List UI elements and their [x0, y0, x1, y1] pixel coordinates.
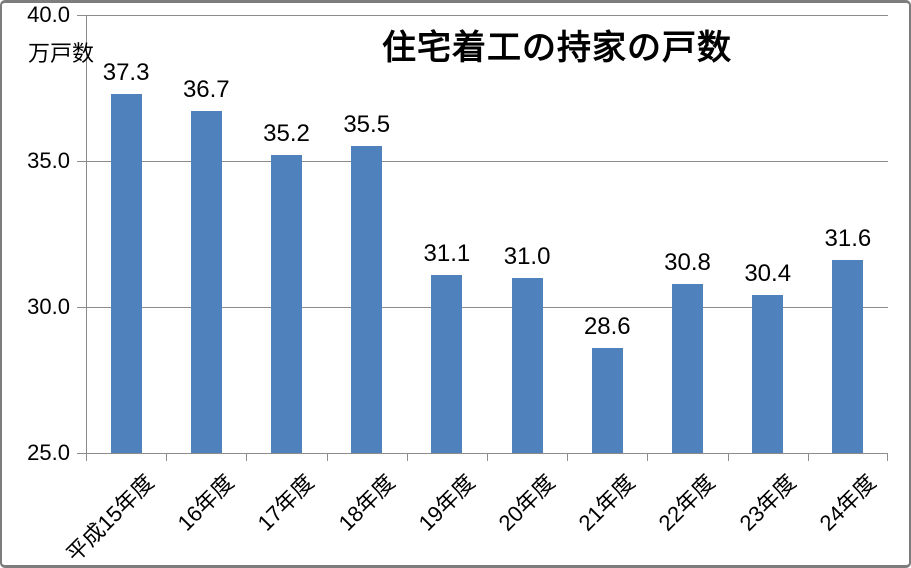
- x-tick-label: 19年度: [413, 469, 480, 536]
- x-tick-mark: [327, 453, 328, 461]
- x-tick-label: 平成15年度: [60, 469, 159, 567]
- y-axis-unit-label: 万戸数: [28, 41, 95, 66]
- x-tick-label: 21年度: [573, 469, 640, 536]
- bar: [271, 155, 302, 453]
- bar: [431, 275, 462, 453]
- x-tick-mark: [246, 453, 247, 461]
- bar: [752, 295, 783, 453]
- bar: [592, 348, 623, 453]
- x-tick-label: 23年度: [734, 469, 801, 536]
- y-tick-mark: [77, 307, 86, 308]
- y-tick-label: 40.0: [27, 2, 70, 27]
- y-tick-mark: [77, 161, 86, 162]
- x-tick-label: 22年度: [653, 469, 720, 536]
- bar-value-label: 36.7: [182, 76, 230, 103]
- bar-value-label: 35.2: [263, 120, 310, 147]
- y-tick-label: 35.0: [27, 148, 70, 173]
- y-tick-mark: [77, 15, 86, 16]
- bar-value-label: 31.0: [503, 243, 551, 270]
- bar: [832, 260, 863, 453]
- y-tick-mark: [77, 453, 86, 454]
- bar-value-label: 31.1: [423, 240, 471, 267]
- x-tick-label: 18年度: [333, 469, 400, 536]
- chart-title: 住宅着工の持家の戸数: [382, 29, 732, 67]
- gridline: [86, 15, 888, 16]
- bar-value-label: 30.4: [744, 260, 792, 287]
- x-tick-label: 16年度: [172, 469, 239, 536]
- x-tick-mark: [808, 453, 809, 461]
- x-tick-label: 20年度: [493, 469, 560, 536]
- y-axis-line: [86, 15, 87, 453]
- plot-area: 37.3 36.7 35.2 35.5 31.1 31.0 28.6 30.8 30.4 31.6: [77, 15, 888, 461]
- gridline: [86, 307, 888, 308]
- y-tick-label: 30.0: [27, 294, 70, 319]
- bar-value-label: 37.3: [102, 59, 150, 86]
- x-tick-mark: [887, 453, 888, 461]
- bar-value-label: 28.6: [583, 313, 631, 340]
- bar-value-label: 30.8: [664, 249, 711, 276]
- bar: [191, 111, 222, 453]
- bar: [672, 284, 703, 453]
- bar-value-label: 35.5: [343, 111, 391, 138]
- x-tick-mark: [166, 453, 167, 461]
- x-tick-mark: [647, 453, 648, 461]
- y-tick-label: 25.0: [27, 440, 70, 465]
- bar-value-label: 31.6: [824, 225, 872, 252]
- bar: [512, 278, 543, 453]
- x-tick-label: 17年度: [252, 469, 319, 536]
- x-tick-label: 24年度: [814, 469, 881, 536]
- x-tick-mark: [567, 453, 568, 461]
- x-tick-mark: [728, 453, 729, 461]
- x-tick-mark: [407, 453, 408, 461]
- bar: [351, 146, 382, 453]
- x-tick-mark: [487, 453, 488, 461]
- gridline: [86, 161, 888, 162]
- bar: [111, 94, 142, 453]
- x-tick-mark: [86, 453, 87, 461]
